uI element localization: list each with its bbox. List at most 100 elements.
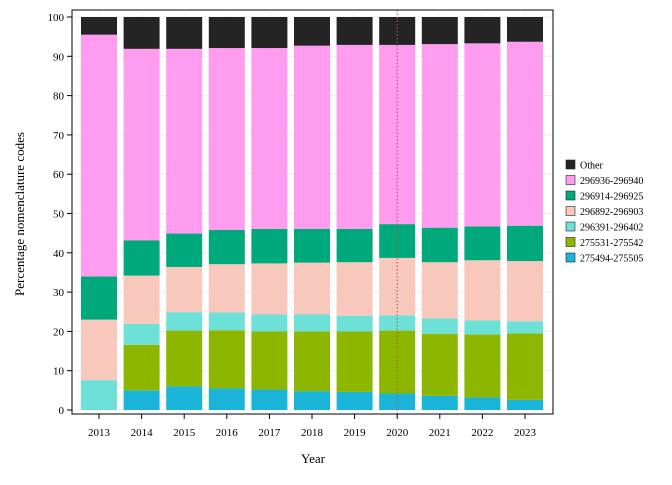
legend-label-Other: Other [580,161,603,172]
bar-segment-2017-series-5 [251,48,288,229]
legend-label-275494-275505: 275494-275505 [580,254,643,265]
bar-segment-2022-series-2 [464,320,501,335]
bar-segment-2018-series-2 [294,314,330,332]
legend-swatch-296892-296903 [565,206,576,216]
y-tick-label-90: 90 [53,51,65,63]
y-tick-label-100: 100 [48,12,65,24]
bar-segment-2016-series-3 [208,264,245,313]
y-tick-label-30: 30 [53,287,65,299]
bar-segment-2022-series-0 [464,397,501,410]
x-tick-label-2023: 2023 [514,427,537,439]
bar-segment-2016-series-2 [208,312,245,331]
axes-layer: 0 10 20 30 40 50 60 70 80 90 100 2013 2014 2015 2016 20… [48,9,554,439]
y-axis-title: Percentage nomenclature codes [12,132,27,296]
bar-segment-2018-series-3 [294,262,330,315]
bar-segment-2019-series-1 [336,331,373,392]
bar-segment-2014-series-3 [123,275,160,324]
bar-segment-2016-series-6 [208,17,245,49]
bar-segment-2017-series-3 [251,263,288,315]
bar-segment-2022-series-3 [464,260,501,321]
bar-segment-2015-series-1 [166,330,203,387]
bar-segment-2013-series-2 [81,380,117,410]
legend-label-296914-296925: 296914-296925 [580,192,643,203]
legend-swatch-296936-296940 [565,175,576,185]
bar-segment-2018-series-6 [294,17,330,46]
bar-segment-2014-series-2 [123,323,160,345]
bar-segment-2014-series-0 [123,390,160,410]
y-tick-label-50: 50 [53,209,65,221]
bar-segment-2018-series-4 [294,228,330,263]
bar-segment-2018-series-5 [294,45,330,229]
x-tick-label-2015: 2015 [173,427,196,439]
bar-segment-2017-series-6 [251,17,288,49]
legend-label-296936-296940: 296936-296940 [580,176,643,187]
y-tick-label-0: 0 [59,405,65,417]
bar-segment-2013-series-4 [81,276,117,320]
x-tick-label-2018: 2018 [301,427,324,439]
bar-segment-2016-series-1 [208,330,245,389]
legend-swatch-275531-275542 [565,237,576,247]
bar-segment-2015-series-6 [166,17,203,49]
bar-segment-2016-series-5 [208,48,245,231]
bars-layer [81,17,543,410]
bar-segment-2022-series-4 [464,226,501,261]
bar-segment-2019-series-2 [336,315,373,332]
y-tick-label-60: 60 [53,169,65,181]
bar-segment-2019-series-5 [336,44,373,229]
bar-segment-2023-series-0 [507,399,543,410]
legend-swatch-296391-296402 [565,221,576,232]
bar-segment-2014-series-4 [123,240,160,276]
x-tick-label-2013: 2013 [88,427,111,439]
x-tick-label-2019: 2019 [344,427,367,439]
bar-segment-2015-series-2 [166,312,203,331]
x-tick-label-2014: 2014 [131,427,154,439]
bar-segment-2015-series-4 [166,233,203,267]
bar-segment-2019-series-4 [336,228,373,263]
legend: Other 296936-296940 296914-296925 296892-29… [565,159,643,265]
bar-segment-2022-series-6 [464,17,501,44]
legend-swatch-Other [565,159,576,170]
x-tick-label-2022: 2022 [471,427,493,439]
x-tick-label-2020: 2020 [386,427,409,439]
bar-segment-2019-series-3 [336,262,373,316]
bar-segment-2014-series-1 [123,344,160,391]
bar-segment-2017-series-4 [251,228,288,264]
legend-swatch-275494-275505 [565,252,576,263]
bar-segment-2017-series-2 [251,314,288,332]
y-tick-label-40: 40 [53,248,65,260]
bar-segment-2020-series-5 [379,44,416,225]
legend-label-296892-296903: 296892-296903 [580,207,643,218]
bar-segment-2023-series-1 [507,333,543,400]
x-tick-label-2016: 2016 [216,427,239,439]
x-tick-label-2017: 2017 [258,427,281,439]
y-tick-label-20: 20 [53,326,65,338]
bar-segment-2014-series-6 [123,17,160,49]
bar-segment-2019-series-6 [336,17,373,45]
x-axis-title: Year [301,451,326,466]
bar-segment-2015-series-0 [166,386,203,410]
bar-segment-2016-series-4 [208,230,245,265]
bar-segment-2023-series-6 [507,17,543,42]
bar-segment-2021-series-3 [421,262,458,319]
bar-segment-2015-series-5 [166,48,203,234]
bar-segment-2019-series-0 [336,391,373,410]
bar-segment-2017-series-0 [251,389,288,410]
bar-segment-2018-series-1 [294,331,330,392]
bar-segment-2021-series-0 [421,395,458,410]
bar-segment-2021-series-6 [421,17,458,45]
y-tick-label-70: 70 [53,130,65,142]
bar-segment-2021-series-1 [421,333,458,396]
bar-segment-2013-series-3 [81,319,117,381]
bar-segment-2023-series-5 [507,41,543,226]
bar-segment-2018-series-0 [294,391,330,410]
y-tick-label-80: 80 [53,91,65,103]
y-tick-label-10: 10 [53,366,65,378]
legend-label-296391-296402: 296391-296402 [580,223,643,234]
bar-segment-2013-series-6 [81,17,117,35]
bar-segment-2017-series-1 [251,331,288,390]
bar-segment-2013-series-5 [81,34,117,277]
bar-segment-2021-series-5 [421,44,458,228]
bar-segment-2016-series-0 [208,388,245,410]
